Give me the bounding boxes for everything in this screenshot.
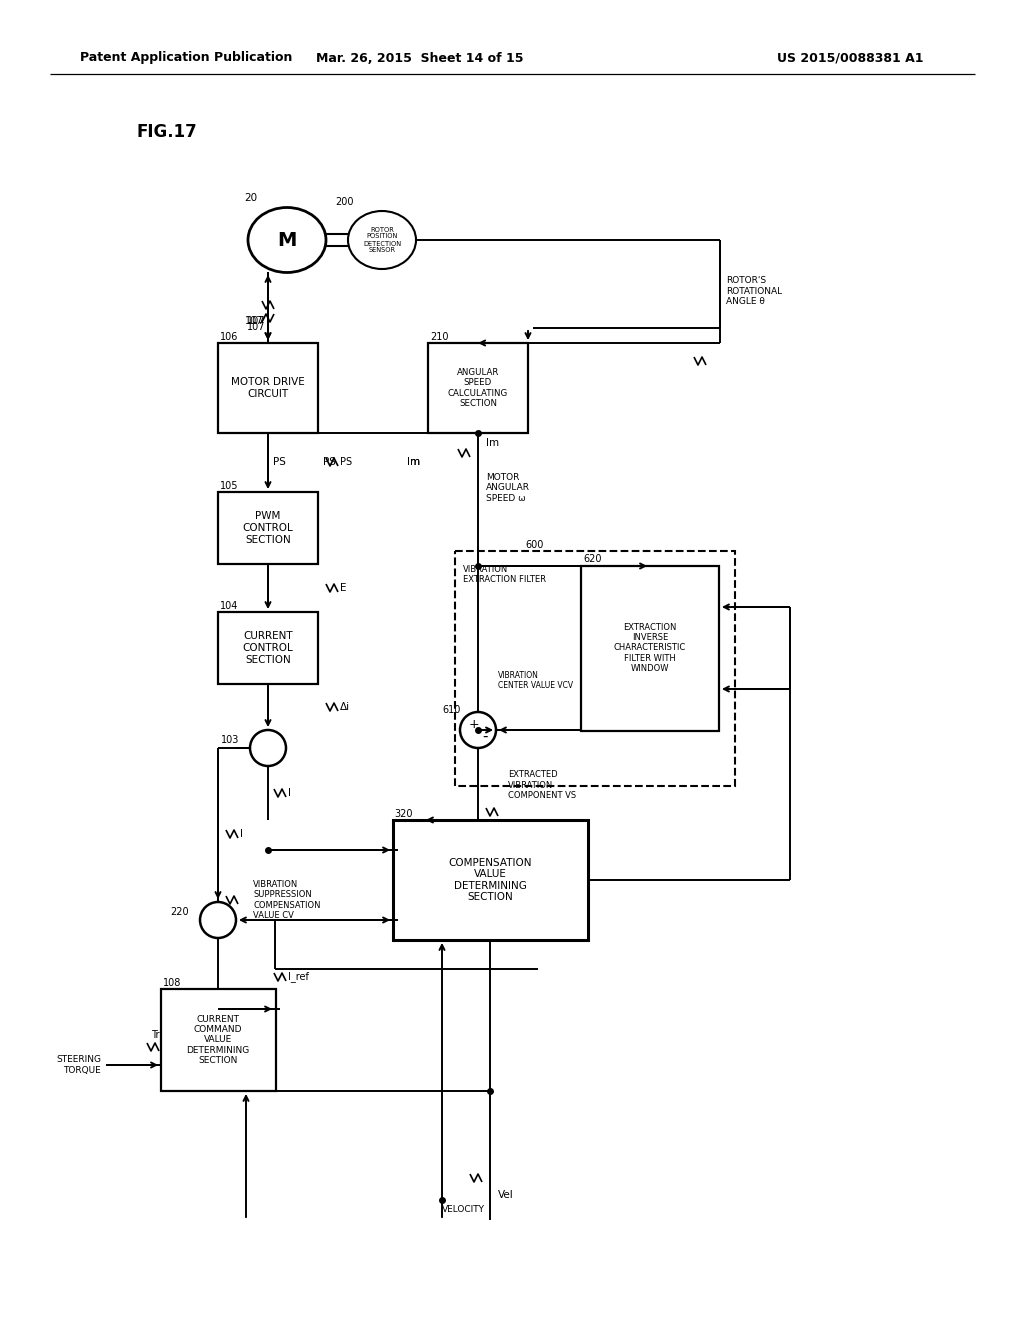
Text: MOTOR
ANGULAR
SPEED ω: MOTOR ANGULAR SPEED ω [486,473,530,503]
Text: 610: 610 [442,705,461,715]
Circle shape [250,730,286,766]
Text: FIG.17: FIG.17 [137,123,198,141]
Text: 200: 200 [336,197,354,207]
Bar [218,343,318,433]
Text: 20: 20 [244,193,257,203]
Bar [581,565,719,730]
Text: Tr: Tr [151,1030,160,1040]
Text: Mar. 26, 2015  Sheet 14 of 15: Mar. 26, 2015 Sheet 14 of 15 [316,51,523,65]
Text: Im: Im [407,457,420,467]
Text: 107: 107 [247,315,265,326]
Text: EXTRACTED
VIBRATION
COMPONENT VS: EXTRACTED VIBRATION COMPONENT VS [508,770,577,800]
Text: ROTOR'S
ROTATIONAL
ANGLE θ: ROTOR'S ROTATIONAL ANGLE θ [726,276,782,306]
Text: 220: 220 [171,907,189,917]
Text: VIBRATION
EXTRACTION FILTER: VIBRATION EXTRACTION FILTER [463,565,546,583]
Text: Δi: Δi [340,702,350,711]
Text: VIBRATION
CENTER VALUE VCV: VIBRATION CENTER VALUE VCV [498,671,573,690]
Text: 210: 210 [430,333,449,342]
Text: ROTOR
POSITION
DETECTION
SENSOR: ROTOR POSITION DETECTION SENSOR [362,227,401,253]
Circle shape [200,902,236,939]
Text: I: I [288,788,291,799]
Text: -: - [482,729,487,743]
Text: PWM
CONTROL
SECTION: PWM CONTROL SECTION [243,511,293,545]
Text: ANGULAR
SPEED
CALCULATING
SECTION: ANGULAR SPEED CALCULATING SECTION [447,368,508,408]
Bar [218,612,318,684]
Text: STEERING
TORQUE: STEERING TORQUE [56,1055,101,1074]
Text: 320: 320 [394,809,413,818]
Ellipse shape [248,207,326,272]
Text: 105: 105 [220,480,239,491]
Text: I: I [240,829,243,840]
Circle shape [460,711,496,748]
Text: I_ref: I_ref [288,972,309,982]
Text: E: E [340,583,346,593]
Text: PS: PS [340,457,352,467]
Bar [392,820,588,940]
Text: Im: Im [407,457,420,467]
Text: COMPENSATION
VALUE
DETERMINING
SECTION: COMPENSATION VALUE DETERMINING SECTION [449,858,531,903]
Text: 620: 620 [583,554,601,565]
Text: EXTRACTION
INVERSE
CHARACTERISTIC
FILTER WITH
WINDOW: EXTRACTION INVERSE CHARACTERISTIC FILTER… [613,623,686,673]
Bar [455,550,735,785]
Text: Im: Im [486,438,499,447]
Text: CURRENT
CONTROL
SECTION: CURRENT CONTROL SECTION [243,631,293,664]
Text: VELOCITY: VELOCITY [442,1205,485,1214]
Text: 107: 107 [247,322,265,333]
Text: 108: 108 [163,978,181,987]
Text: 103: 103 [221,735,240,744]
Text: Patent Application Publication: Patent Application Publication [80,51,293,65]
Bar [218,492,318,564]
Text: CURRENT
COMMAND
VALUE
DETERMINING
SECTION: CURRENT COMMAND VALUE DETERMINING SECTIO… [186,1015,250,1065]
Text: PS: PS [323,457,336,467]
Text: +: + [469,718,479,731]
Text: 106: 106 [220,333,239,342]
Text: 600: 600 [525,540,544,549]
Text: PS: PS [273,457,286,467]
Text: 104: 104 [220,601,239,611]
Ellipse shape [348,211,416,269]
Text: VIBRATION
SUPPRESSION
COMPENSATION
VALUE CV: VIBRATION SUPPRESSION COMPENSATION VALUE… [253,880,321,920]
Text: US 2015/0088381 A1: US 2015/0088381 A1 [777,51,924,65]
Text: 107: 107 [245,315,263,326]
Text: M: M [278,231,297,249]
Bar [161,989,275,1092]
Bar [428,343,528,433]
Text: Vel: Vel [498,1191,514,1200]
Text: MOTOR DRIVE
CIRCUIT: MOTOR DRIVE CIRCUIT [231,378,305,399]
